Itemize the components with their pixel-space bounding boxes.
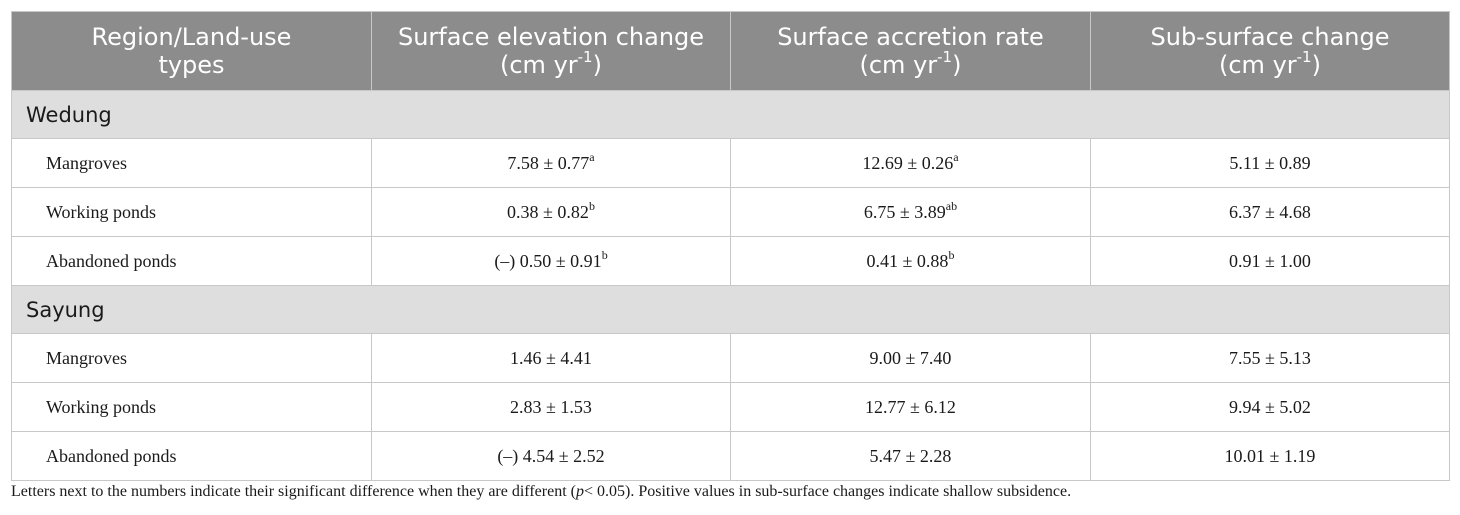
cell-accretion: 0.41 ± 0.88b — [730, 236, 1091, 286]
cell-value: 5.11 ± 0.89 — [1229, 152, 1311, 173]
cell-elevation: 2.83 ± 1.53 — [371, 382, 731, 432]
header-region-land-use: Region/Land-use types — [11, 11, 372, 91]
group-label: Wedung — [11, 90, 1450, 139]
row-label: Mangroves — [11, 138, 372, 188]
header-unit: (cm yr-1) — [859, 48, 962, 80]
header-line1: Surface accretion rate — [777, 23, 1044, 51]
header-unit-base: (cm yr — [500, 51, 578, 79]
significance-letter: b — [588, 198, 595, 213]
table-row: Abandoned ponds (–) 0.50 ± 0.91b 0.41 ± … — [11, 236, 1450, 286]
footnote-p-symbol: p — [575, 483, 584, 500]
cell-accretion: 5.47 ± 2.28 — [730, 431, 1091, 481]
table-row: Working ponds 2.83 ± 1.53 12.77 ± 6.12 9… — [11, 382, 1450, 432]
header-surface-accretion-rate: Surface accretion rate (cm yr-1) — [730, 11, 1091, 91]
header-row: Region/Land-use types Surface elevation … — [11, 11, 1450, 91]
cell-accretion: 6.75 ± 3.89ab — [730, 187, 1091, 237]
cell-elevation: (–) 4.54 ± 2.52 — [371, 431, 731, 481]
header-unit-end: ) — [592, 51, 602, 79]
header-line1: Sub-surface change — [1150, 23, 1390, 51]
cell-value: 7.58 ± 0.77 — [507, 152, 590, 173]
header-unit-end: ) — [1311, 51, 1321, 79]
cell-value: 12.69 ± 0.26 — [862, 152, 954, 173]
table-row: Working ponds 0.38 ± 0.82b 6.75 ± 3.89ab… — [11, 187, 1450, 237]
table-footnote: Letters next to the numbers indicate the… — [11, 483, 1071, 501]
group-label: Sayung — [11, 285, 1450, 334]
header-unit-exponent: -1 — [577, 48, 593, 66]
significance-letter: b — [601, 247, 608, 262]
header-unit-exponent: -1 — [937, 48, 953, 66]
footnote-text: Letters next to the numbers indicate the… — [11, 483, 576, 500]
cell-value: 0.41 ± 0.88 — [866, 250, 949, 271]
cell-value: 6.75 ± 3.89 — [863, 201, 946, 222]
header-line2: types — [158, 51, 225, 79]
cell-subsurface: 5.11 ± 0.89 — [1090, 138, 1450, 188]
header-surface-elevation-change: Surface elevation change (cm yr-1) — [371, 11, 731, 91]
significance-letter: a — [589, 149, 595, 164]
table-row: Mangroves 1.46 ± 4.41 9.00 ± 7.40 7.55 ±… — [11, 333, 1450, 383]
table-row: Abandoned ponds (–) 4.54 ± 2.52 5.47 ± 2… — [11, 431, 1450, 481]
cell-value: 10.01 ± 1.19 — [1224, 445, 1316, 466]
significance-letter: ab — [945, 198, 958, 213]
row-label: Abandoned ponds — [11, 236, 372, 286]
header-unit-exponent: -1 — [1296, 48, 1312, 66]
cell-value: 5.47 ± 2.28 — [869, 445, 952, 466]
cell-elevation: 1.46 ± 4.41 — [371, 333, 731, 383]
row-label: Mangroves — [11, 333, 372, 383]
row-label: Working ponds — [11, 382, 372, 432]
header-unit-base: (cm yr — [1219, 51, 1297, 79]
row-label: Abandoned ponds — [11, 431, 372, 481]
cell-subsurface: 10.01 ± 1.19 — [1090, 431, 1450, 481]
cell-value: 6.37 ± 4.68 — [1229, 201, 1311, 222]
cell-value: 0.38 ± 0.82 — [507, 201, 589, 222]
cell-subsurface: 6.37 ± 4.68 — [1090, 187, 1450, 237]
data-table: Region/Land-use types Surface elevation … — [11, 11, 1450, 481]
cell-accretion: 12.69 ± 0.26a — [730, 138, 1091, 188]
cell-value: 9.94 ± 5.02 — [1229, 396, 1311, 417]
cell-subsurface: 9.94 ± 5.02 — [1090, 382, 1450, 432]
header-unit: (cm yr-1) — [500, 48, 602, 80]
table-row: Mangroves 7.58 ± 0.77a 12.69 ± 0.26a 5.1… — [11, 138, 1450, 188]
header-unit-base: (cm yr — [859, 51, 938, 79]
cell-value: 0.91 ± 1.00 — [1229, 250, 1311, 271]
table-body: Wedung Mangroves 7.58 ± 0.77a 12.69 ± 0.… — [11, 90, 1450, 481]
table-header: Region/Land-use types Surface elevation … — [11, 11, 1450, 91]
header-line1: Surface elevation change — [397, 23, 705, 51]
cell-accretion: 9.00 ± 7.40 — [730, 333, 1091, 383]
cell-value: 2.83 ± 1.53 — [510, 396, 592, 417]
cell-value: (–) 4.54 ± 2.52 — [497, 445, 605, 466]
data-table-container: Region/Land-use types Surface elevation … — [11, 11, 1450, 481]
cell-value: 9.00 ± 7.40 — [869, 347, 952, 368]
group-row-sayung: Sayung — [11, 285, 1450, 334]
cell-value: 12.77 ± 6.12 — [865, 396, 956, 417]
cell-elevation: 0.38 ± 0.82b — [371, 187, 731, 237]
cell-elevation: 7.58 ± 0.77a — [371, 138, 731, 188]
footnote-text: < 0.05). Positive values in sub-surface … — [583, 483, 1072, 500]
cell-subsurface: 7.55 ± 5.13 — [1090, 333, 1450, 383]
header-unit-end: ) — [952, 51, 962, 79]
cell-subsurface: 0.91 ± 1.00 — [1090, 236, 1450, 286]
header-sub-surface-change: Sub-surface change (cm yr-1) — [1090, 11, 1450, 91]
cell-value: 7.55 ± 5.13 — [1229, 347, 1311, 368]
cell-value: 1.46 ± 4.41 — [510, 347, 592, 368]
header-line1: Region/Land-use — [91, 23, 292, 51]
cell-value: (–) 0.50 ± 0.91 — [494, 250, 602, 271]
significance-letter: b — [948, 247, 955, 262]
significance-letter: a — [953, 149, 959, 164]
header-unit: (cm yr-1) — [1219, 48, 1321, 80]
cell-accretion: 12.77 ± 6.12 — [730, 382, 1091, 432]
group-row-wedung: Wedung — [11, 90, 1450, 139]
cell-elevation: (–) 0.50 ± 0.91b — [371, 236, 731, 286]
row-label: Working ponds — [11, 187, 372, 237]
